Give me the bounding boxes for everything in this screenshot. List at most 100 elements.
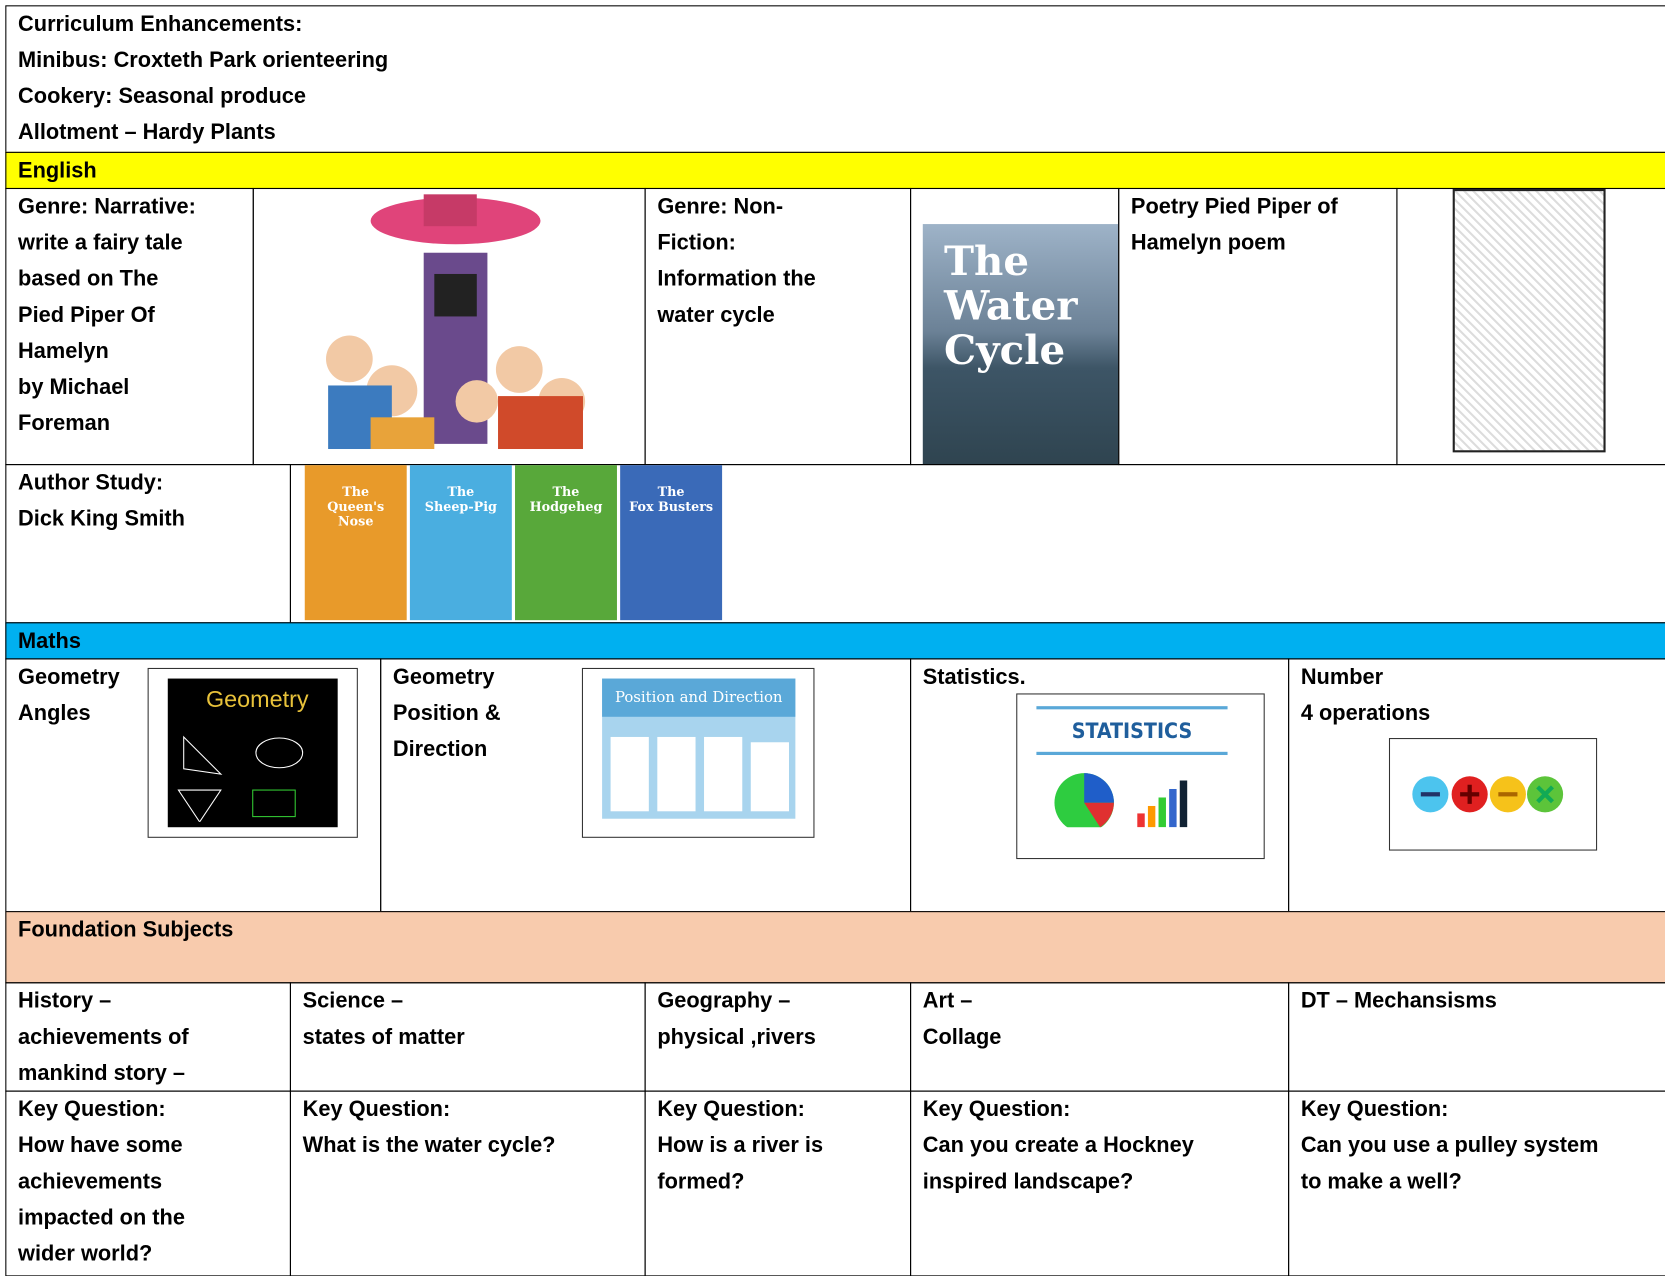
text-line: Key Question: [657,1096,805,1122]
text-line: Hamelyn [18,338,109,364]
book-cover: The Fox Busters [620,465,723,621]
position-image: Position and Direction [602,678,796,819]
text-line: Statistics. [922,664,1026,690]
image-frame: Geometry [147,667,358,838]
text-line: Fox Busters [629,499,714,514]
subject-cell: Geography – physical ,rivers [644,982,912,1092]
text-line: Direction [392,736,488,762]
text-line: Allotment – Hardy Plants [18,119,276,145]
text-line: Foreman [18,410,110,436]
text-line: How is a river is [657,1133,824,1158]
genre-cell: Genre: Non- Fiction: Information the water … [644,187,912,466]
text-line: Art – [922,988,973,1014]
text-line: to make a well? [1300,1169,1462,1194]
text-line: inspired landscape? [922,1169,1134,1194]
image-cell [1396,187,1665,466]
text-line: Can you create a Hockney [922,1133,1194,1158]
text-line: The [944,236,1030,285]
key-question-cell: Key Question: Can you create a Hockney ins… [910,1090,1290,1276]
text-line: Queen's [327,499,385,514]
text-line: impacted on the [18,1205,185,1230]
text-line: What is the water cycle? [302,1133,556,1158]
text-line: physical ,rivers [657,1024,816,1050]
text-line: Curriculum Enhancements: [18,11,303,37]
text-line: Hodgeheg [529,499,603,514]
text-line: Geography – [657,988,791,1014]
text-line: Dick King Smith [18,506,185,531]
text-line: Position & [392,700,501,726]
text-line: Cycle [944,326,1066,374]
text-line: Collage [922,1024,1002,1050]
topic-cell: Number 4 operations [1288,658,1665,913]
subject-cell: Art – Collage [910,982,1290,1092]
pied-piper-illustration [296,189,604,450]
text-line: Key Question: [18,1096,166,1122]
key-question-cell: Key Question: How is a river is formed? [644,1090,912,1276]
genre-cell: Genre: Narrative: write a fairy tale based… [5,187,254,466]
book-covers: The Queen's Nose The Sheep-Pig The Hodgeheg The… [304,465,726,621]
text-line: The [657,484,685,500]
books-cell: The Queen's Nose The Sheep-Pig The Hodgeheg The… [289,464,1665,624]
text-line: The [447,484,475,500]
author-cell: Author Study: Dick King Smith [5,464,291,624]
book-cover: The Hodgeheg [515,465,617,621]
text-line: Water [944,281,1078,330]
image-cell [252,187,646,466]
section-heading: English [5,151,1665,190]
text-line: Geometry [392,664,495,690]
text-line: mankind story – [18,1060,186,1086]
image-title: Position and Direction [602,678,796,717]
book-cover: The Queen's Nose [304,465,407,621]
text-line: Angles [18,700,91,726]
text-line: Genre: Non- [657,194,784,219]
topic-cell: Geometry Angles Geometry [5,658,382,913]
text-line: Science – [302,988,404,1014]
image-title: Geometry [206,685,309,713]
statistics-image: STATISTICS [1036,706,1228,833]
text-line: Nose [338,513,374,529]
image-frame: STATISTICS [1016,693,1265,860]
topic-cell: Geometry Position & Direction Position and… [380,658,912,913]
cover-title: The Water Cycle [944,236,1078,374]
key-question-cell: Key Question: What is the water cycle? [289,1090,646,1276]
text-line: Hamelyn poem [1130,230,1286,255]
subject-cell: History – achievements of mankind story – [5,982,291,1092]
text-line: Pied Piper Of [18,302,155,328]
text-line: write a fairy tale [18,230,183,255]
stat-icons [1054,773,1188,833]
text-line: The [552,484,580,500]
illustration [326,194,586,450]
image-title: STATISTICS [1036,709,1228,756]
text-line: wider world? [18,1241,153,1266]
text-line: Geometry [18,664,120,690]
geometry-image: Geometry [167,678,338,828]
text-line: achievements [18,1169,163,1194]
subject-cell: Science – states of matter [289,982,646,1092]
key-question-cell: Key Question: How have some achievements im… [5,1090,291,1276]
heading-text: Maths [18,628,81,654]
topic-cell: Statistics. STATISTICS [910,658,1290,913]
text-line: Minibus: Croxteth Park orienteering [18,47,389,73]
operations-icons [1412,776,1564,813]
text-line: formed? [657,1169,745,1194]
water-cycle-cover: The Water Cycle [922,224,1119,465]
image-frame [1388,738,1598,851]
text-line: History – [18,988,112,1014]
text-line: Information the [657,266,816,291]
text-line: Number [1300,664,1384,690]
shapes [177,735,304,822]
subject-cell: DT – Mechansisms [1288,982,1665,1092]
section-heading: Foundation Subjects [5,911,1665,984]
text-line: The [342,484,370,500]
text-line: Genre: Narrative: [18,194,196,219]
text-line: states of matter [302,1024,465,1050]
key-question-cell: Key Question: Can you use a pulley system… [1288,1090,1665,1276]
image-frame: Position and Direction [581,667,815,838]
text-line: Author Study: [18,470,164,495]
text-line: Sheep-Pig [424,499,497,514]
text-line: based on The [18,266,159,291]
text-line: DT – Mechansisms [1300,988,1497,1014]
text-line: Key Question: [302,1096,451,1122]
image-cell: The Water Cycle [910,187,1120,466]
